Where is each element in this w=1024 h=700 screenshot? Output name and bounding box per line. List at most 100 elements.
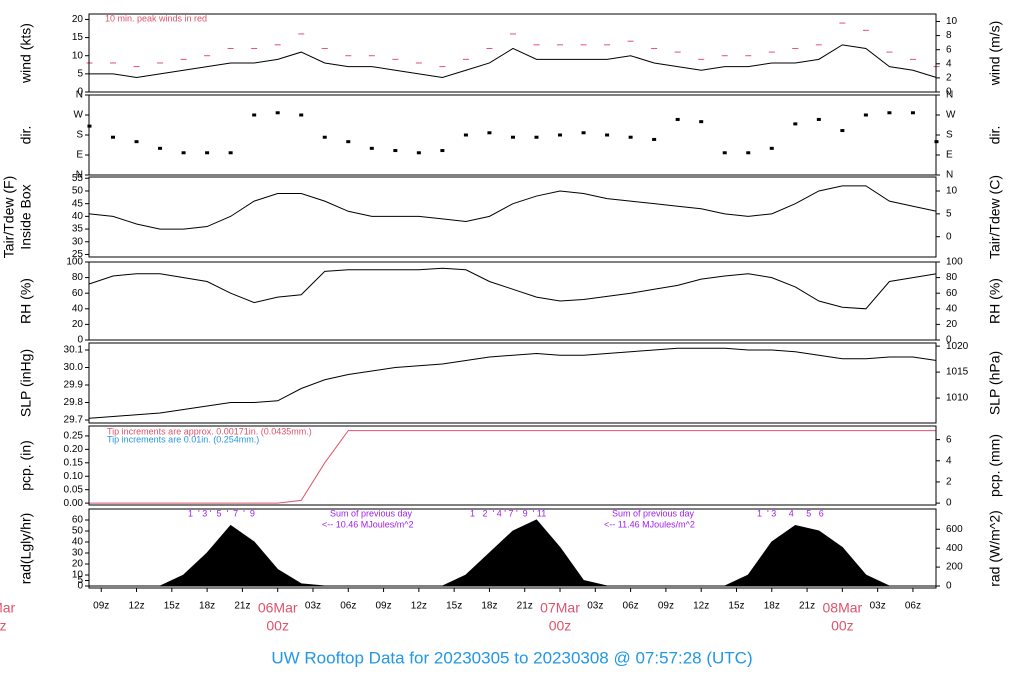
- direction-point: [887, 111, 892, 115]
- y2-tick-label: 4: [946, 455, 952, 466]
- y-tick-label: 50: [72, 526, 84, 537]
- y-tick-label: 0: [77, 581, 83, 592]
- y2-tick-label: 0: [946, 335, 952, 346]
- y2-tick-label: 100: [946, 257, 963, 268]
- y-axis-label: SLP (inHg): [18, 349, 34, 417]
- x-tick-label: 09z: [376, 601, 392, 612]
- y2-axis-label: wind (m/s): [987, 21, 1003, 87]
- x-tick-label: 21z: [234, 601, 250, 612]
- date-time-label: 00z: [0, 618, 7, 634]
- direction-point: [134, 140, 139, 144]
- y-tick-label: 100: [66, 257, 83, 268]
- y2-tick-label: 200: [946, 562, 963, 573]
- y-tick-label: 40: [72, 211, 84, 222]
- y2-tick-label: 1015: [946, 367, 969, 378]
- y2-tick-label: 8: [946, 30, 952, 41]
- y-tick-label: 20: [72, 319, 84, 330]
- x-tick-label: 18z: [764, 601, 780, 612]
- y2-axis-label: SLP (hPa): [987, 351, 1003, 415]
- direction-point: [675, 117, 680, 121]
- x-tick-label: 15z: [446, 601, 462, 612]
- date-time-label: 00z: [266, 618, 289, 634]
- x-tick-label: 06z: [623, 601, 639, 612]
- x-tick-label: 06z: [905, 601, 921, 612]
- x-tick-label: 12z: [128, 601, 144, 612]
- y-tick-label: 0: [77, 335, 83, 346]
- y2-tick-label: 1020: [946, 341, 969, 352]
- x-tick-label: 12z: [693, 601, 709, 612]
- y-tick-label: 5: [77, 575, 83, 586]
- y-tick-label: 35: [72, 224, 84, 235]
- x-tick-label: 09z: [658, 601, 674, 612]
- panel-frame: [88, 342, 937, 424]
- direction-point: [652, 137, 657, 141]
- y-tick-label: 15: [72, 32, 84, 43]
- direction-point: [440, 149, 445, 153]
- y-axis-label: pcp. (in): [18, 440, 34, 491]
- direction-point: [393, 149, 398, 153]
- direction-point: [581, 131, 586, 135]
- y2-tick-label: 600: [946, 524, 963, 535]
- panel-frame: [88, 261, 937, 341]
- y-tick-label: 30: [72, 548, 84, 559]
- date-label: 07Mar: [540, 600, 580, 616]
- annotation: 1 ' 3 4 5 6: [757, 508, 824, 518]
- y-tick-label: 0.00: [64, 498, 84, 509]
- y-tick-label: 40: [72, 537, 84, 548]
- y-axis-label: wind (kts): [18, 23, 34, 84]
- y-tick-label: N: [76, 90, 83, 101]
- y2-tick-label: 2: [946, 477, 952, 488]
- y-tick-label: 5: [77, 69, 83, 80]
- y2-axis-label: dir.: [987, 126, 1003, 145]
- y-tick-label: 80: [72, 272, 84, 283]
- y-tick-label: 60: [72, 515, 84, 526]
- y2-tick-label: 0: [946, 581, 952, 592]
- y2-tick-label: 0: [946, 231, 952, 242]
- direction-point: [275, 111, 280, 115]
- y2-tick-label: 6: [946, 44, 952, 55]
- y2-tick-label: N: [946, 90, 953, 101]
- y-axis-label: RH (%): [18, 278, 34, 324]
- direction-point: [228, 151, 233, 155]
- x-tick-label: 15z: [728, 601, 744, 612]
- y-tick-label: 20: [72, 14, 84, 25]
- y2-tick-label: S: [946, 130, 953, 141]
- y-tick-label: 30.1: [64, 345, 84, 356]
- y-axis-label: rad(Lgly/hr): [18, 513, 34, 585]
- date-label: 06Mar: [258, 600, 298, 616]
- series-line: [89, 347, 937, 419]
- series-line: [89, 430, 937, 504]
- panel-frame: [88, 94, 937, 176]
- y-tick-label: E: [76, 150, 83, 161]
- y2-tick-label: 60: [946, 288, 958, 299]
- direction-point: [699, 120, 704, 124]
- y2-tick-label: 4: [946, 58, 952, 69]
- date-label: 08Mar: [823, 600, 863, 616]
- y-tick-label: 10: [72, 50, 84, 61]
- y-tick-label: 0.25: [64, 431, 84, 442]
- series-line: [89, 185, 937, 230]
- direction-point: [910, 111, 915, 115]
- panel-frame: [88, 176, 937, 258]
- y-tick-label: 60: [72, 288, 84, 299]
- direction-point: [252, 113, 257, 117]
- chart-title: UW Rooftop Data for 20230305 to 20230308…: [271, 648, 752, 667]
- y2-tick-label: E: [946, 150, 953, 161]
- x-tick-label: 21z: [799, 601, 815, 612]
- y2-tick-label: 40: [946, 303, 958, 314]
- annotation: <-- 10.46 MJoules/m^2: [322, 519, 414, 529]
- direction-point: [816, 117, 821, 121]
- annotation: Tip increments are approx. 0.00171in. (0…: [107, 426, 312, 436]
- y2-tick-label: 10: [946, 186, 958, 197]
- y-tick-label: 20: [72, 559, 84, 570]
- y-tick-label: 0: [77, 87, 83, 98]
- direction-point: [769, 146, 774, 150]
- y-tick-label: 30: [72, 236, 84, 247]
- y2-axis-label: RH (%): [987, 278, 1003, 324]
- y-tick-label: N: [76, 170, 83, 181]
- direction-point: [205, 151, 210, 155]
- direction-point: [558, 133, 563, 137]
- x-tick-label: 03z: [587, 601, 603, 612]
- y2-tick-label: W: [946, 110, 956, 121]
